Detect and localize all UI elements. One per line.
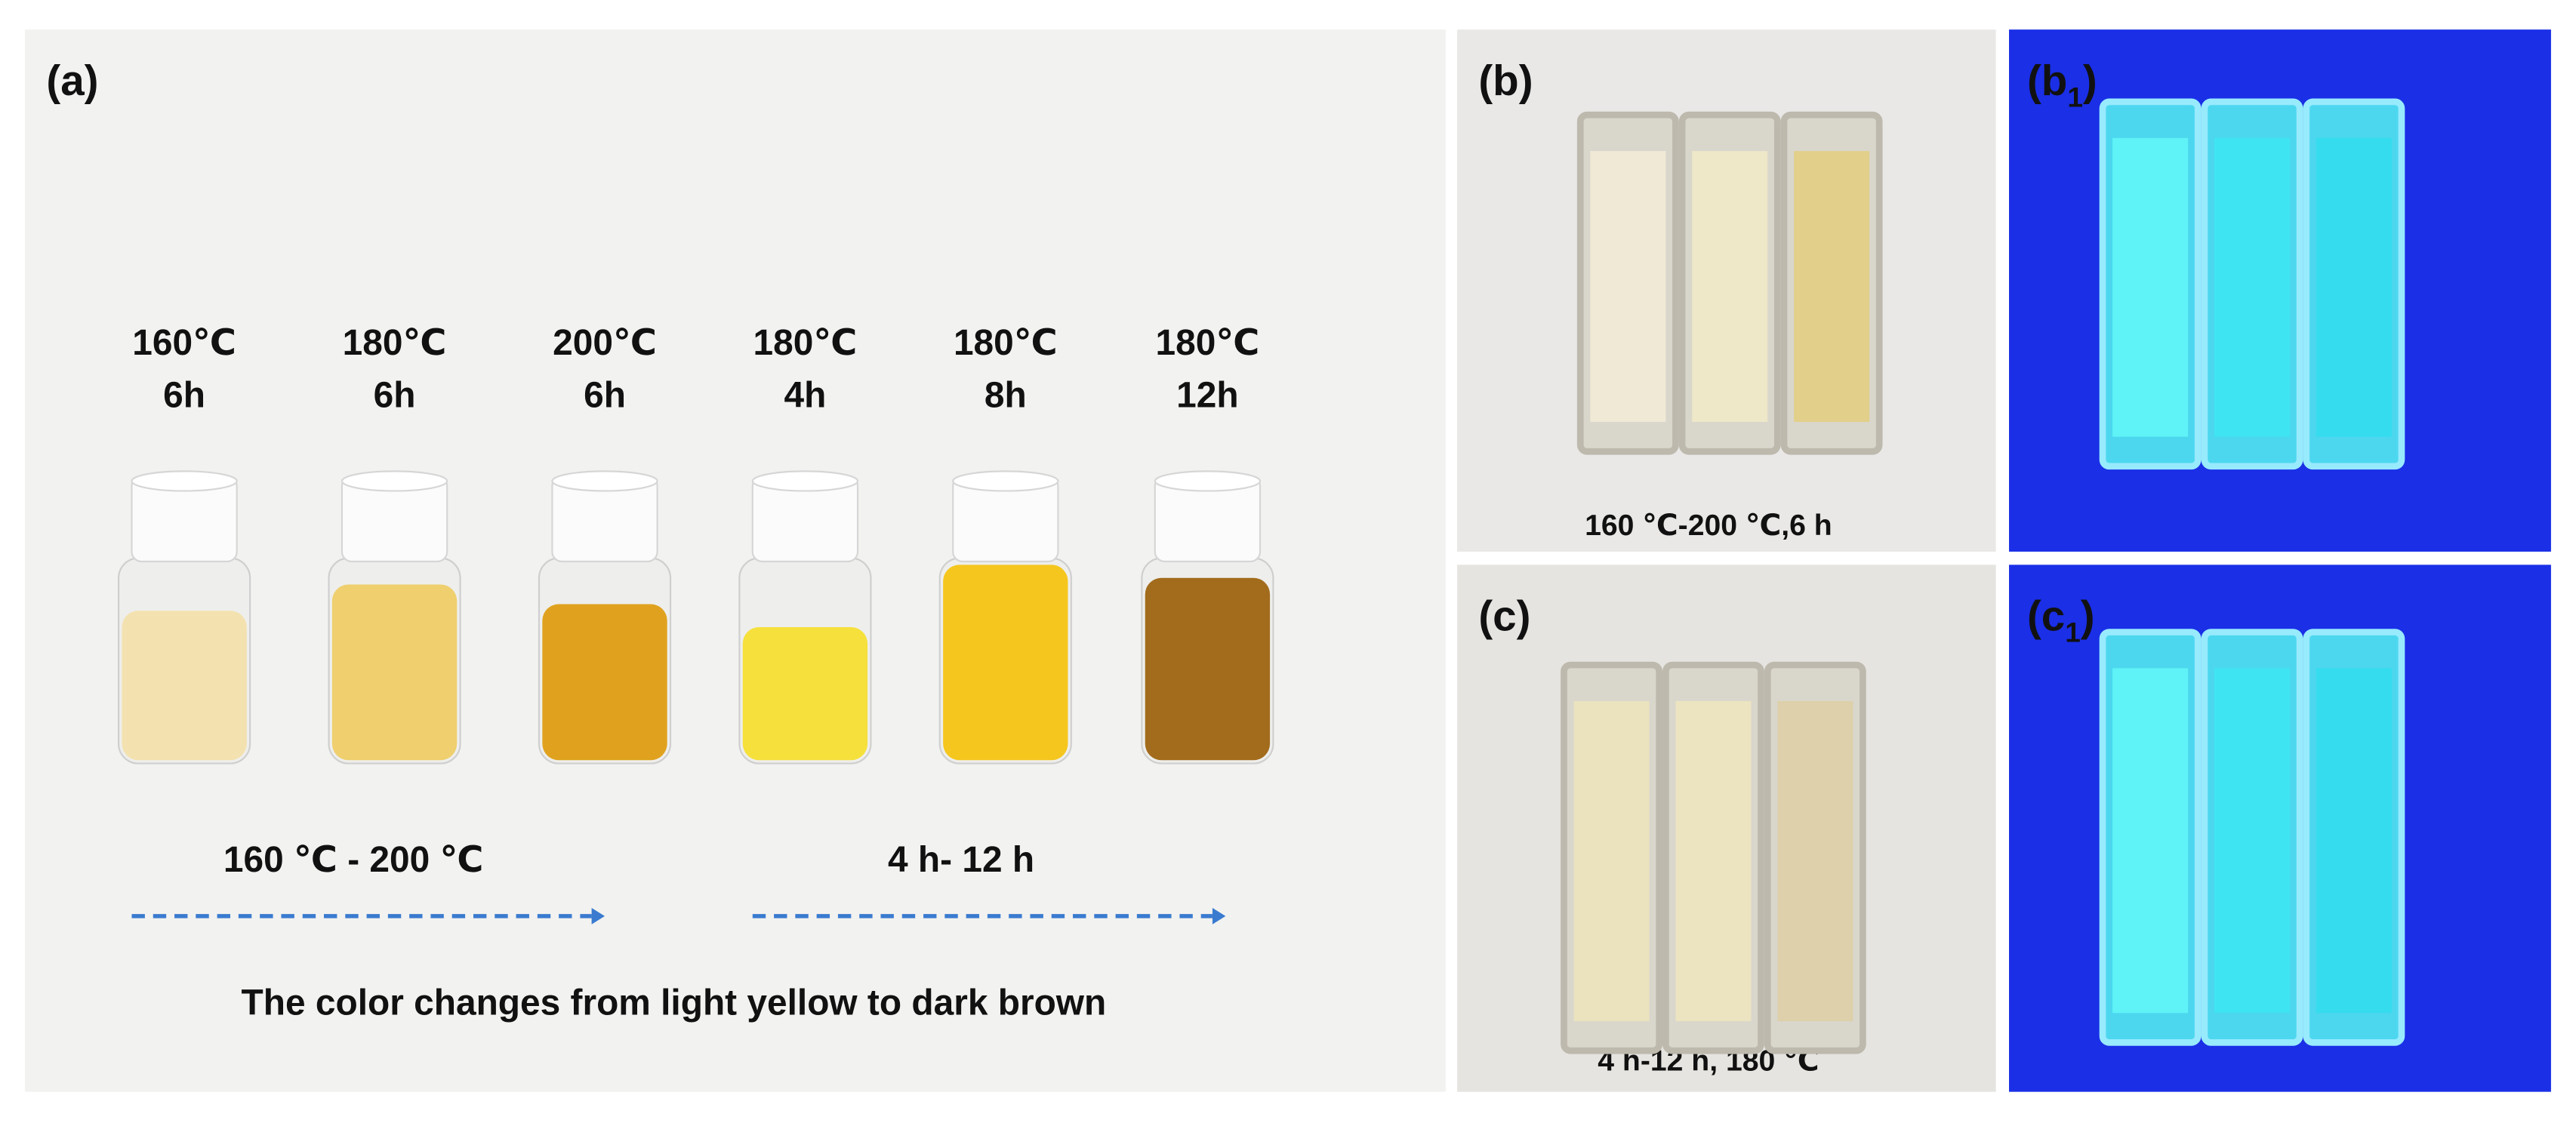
sample-time: 12h <box>1176 376 1238 416</box>
label-part: ) <box>2081 592 2095 639</box>
sample-time: 8h <box>984 376 1027 416</box>
cap-top <box>131 470 238 492</box>
cap-top <box>551 470 658 492</box>
cuvette-liquid <box>2112 137 2189 437</box>
label-sub: 1 <box>2065 617 2081 648</box>
cap-top <box>952 470 1059 492</box>
caption: 160 ℃-200 ℃,6 h <box>1585 509 1832 542</box>
label-part: (b <box>2027 57 2067 104</box>
cuvette-liquid <box>1590 151 1666 423</box>
cuvette-liquid <box>1675 700 1752 1022</box>
cap-top <box>1154 470 1262 492</box>
vial-liquid <box>742 627 868 761</box>
vial-liquid <box>331 584 458 761</box>
caption: The color changes from light yellow to d… <box>242 983 1107 1023</box>
vial-liquid <box>542 604 667 761</box>
sample-time: 4h <box>784 376 826 416</box>
vial-liquid <box>943 565 1068 761</box>
sample-temperature: 160℃ <box>132 323 236 363</box>
range-label: 160 ℃ - 200 ℃ <box>223 840 484 880</box>
vial-liquid <box>1145 577 1271 761</box>
sample-temperature: 180℃ <box>1156 323 1260 363</box>
label-part: ) <box>2083 57 2097 104</box>
cuvette-liquid <box>2112 668 2189 1014</box>
sample-time: 6h <box>374 376 416 416</box>
label-part: (c <box>2027 592 2065 639</box>
panel-label: (c) <box>1478 592 1530 639</box>
label-sub: 1 <box>2067 82 2083 112</box>
cuvette-liquid <box>1573 700 1650 1022</box>
panel-label: (a) <box>46 57 98 104</box>
sample-temperature: 180℃ <box>753 323 858 363</box>
cuvette-liquid <box>2214 668 2291 1014</box>
arrow-head <box>1212 908 1226 925</box>
sample-temperature: 180℃ <box>954 323 1058 363</box>
cuvette-liquid <box>2316 668 2392 1014</box>
cuvette-liquid <box>1794 151 1870 423</box>
sample-temperature: 200℃ <box>553 323 657 363</box>
cap-top <box>340 470 448 492</box>
cuvette-liquid <box>2316 137 2392 437</box>
sample-time: 6h <box>163 376 205 416</box>
cuvette-liquid <box>1777 700 1853 1022</box>
cuvette-liquid <box>2214 137 2291 437</box>
sample-time: 6h <box>584 376 626 416</box>
vial-liquid <box>122 611 247 761</box>
panel-label: (b1) <box>2027 57 2097 112</box>
range-label: 4 h- 12 h <box>888 840 1034 880</box>
arrow-head <box>591 908 605 925</box>
cuvette-liquid <box>1692 151 1768 423</box>
panel-label: (c1) <box>2027 592 2095 648</box>
sample-temperature: 180℃ <box>343 323 447 363</box>
cap-top <box>751 470 859 492</box>
panel-label: (b) <box>1478 57 1533 104</box>
